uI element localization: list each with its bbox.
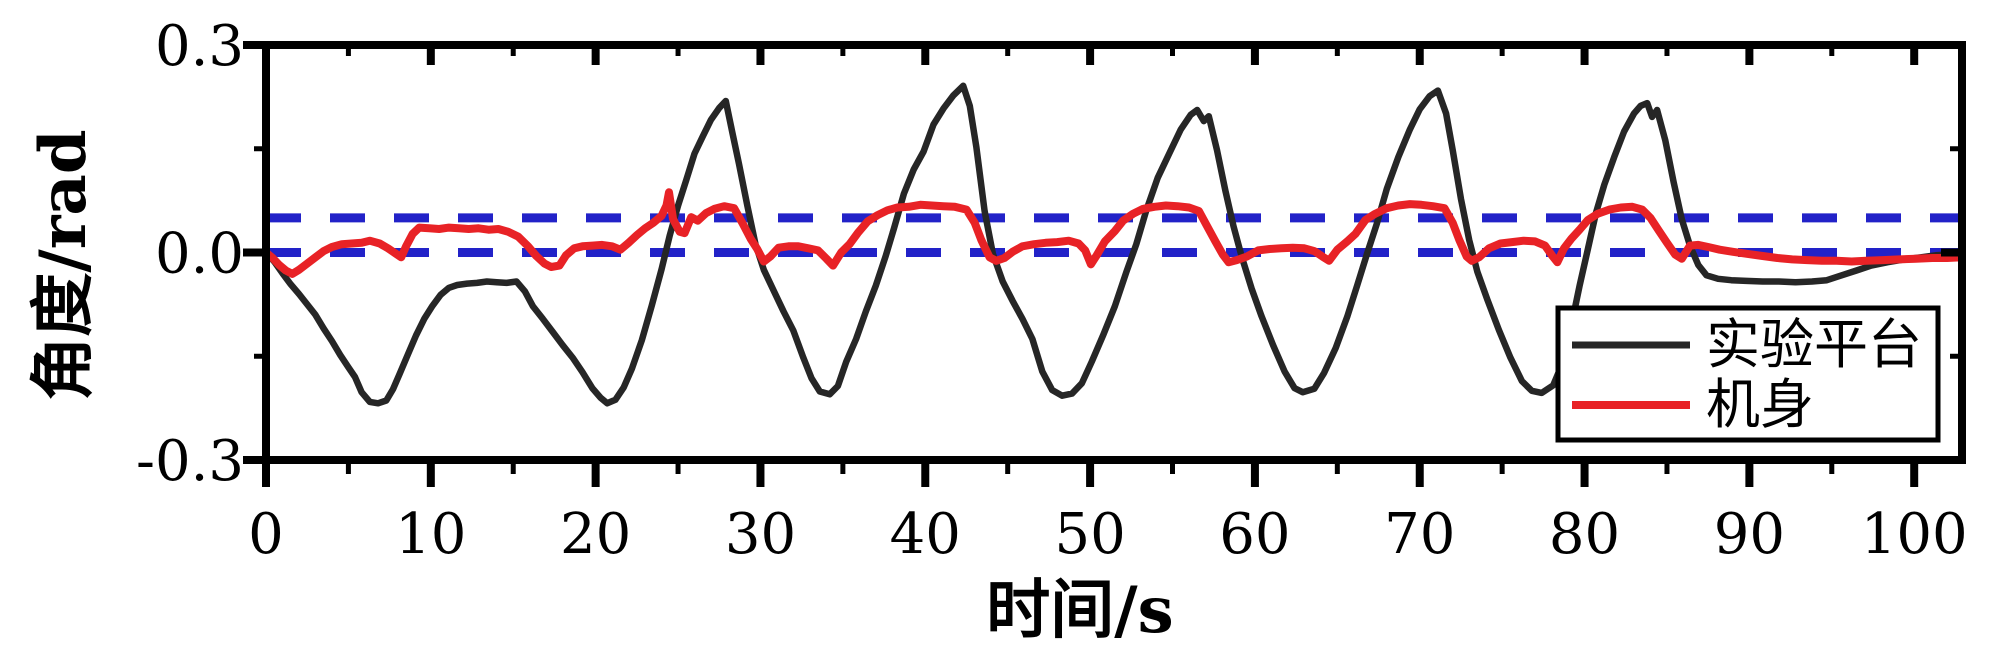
x-tick-label: 0 bbox=[248, 502, 284, 567]
x-tick-label: 30 bbox=[725, 502, 796, 567]
y-tick-label: 0.0 bbox=[155, 222, 244, 287]
series-fuselage-line bbox=[262, 188, 1966, 278]
x-tick-label: 90 bbox=[1714, 502, 1785, 567]
x-tick-label: 60 bbox=[1219, 502, 1290, 567]
x-tick-label: 20 bbox=[560, 502, 631, 567]
y-axis-title: 角度/rad bbox=[26, 129, 101, 400]
x-tick-label: 10 bbox=[395, 502, 466, 567]
x-tick-label: 70 bbox=[1384, 502, 1455, 567]
legend-label-fuselage: 机身 bbox=[1706, 373, 1814, 436]
legend: 实验平台 机身 bbox=[1555, 305, 1941, 443]
y-tick-label: -0.3 bbox=[136, 429, 244, 494]
x-tick-label: 50 bbox=[1054, 502, 1125, 567]
y-tick-label: 0.3 bbox=[155, 14, 244, 79]
axis-labels: 0.3 0.0 -0.3 0 10 20 30 40 50 60 70 80 9… bbox=[26, 14, 1968, 648]
plot-layer bbox=[243, 41, 1966, 487]
series-platform-line bbox=[262, 82, 1966, 407]
legend-label-platform: 实验平台 bbox=[1706, 313, 1922, 376]
x-tick-label: 80 bbox=[1549, 502, 1620, 567]
legend-box bbox=[1555, 305, 1941, 443]
x-tick-label: 100 bbox=[1861, 502, 1968, 567]
x-tick-label: 40 bbox=[890, 502, 961, 567]
x-axis-title: 时间/s bbox=[986, 573, 1173, 648]
